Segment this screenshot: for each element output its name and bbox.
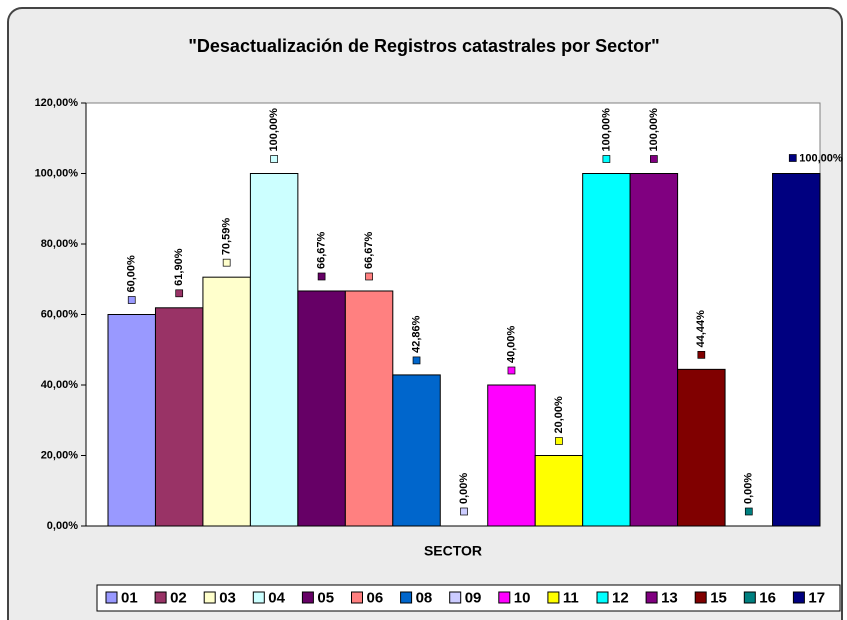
label-key xyxy=(602,155,611,163)
bar xyxy=(344,290,394,527)
label-key xyxy=(317,272,326,281)
value-label: 0,00% xyxy=(743,473,755,504)
legend-key xyxy=(792,591,805,604)
legend-label: 01 xyxy=(121,589,138,606)
value-label: 100,00% xyxy=(268,108,280,152)
value-label: 44,44% xyxy=(695,310,707,348)
legend-label: 12 xyxy=(612,589,629,606)
bar xyxy=(392,374,441,527)
legend-label: 03 xyxy=(219,589,236,606)
legend-key xyxy=(596,591,609,604)
legend-label: 08 xyxy=(416,589,433,606)
value-label: 20,00% xyxy=(553,396,565,434)
value-label: 0,00% xyxy=(458,473,470,504)
bar xyxy=(582,173,631,527)
legend-label: 11 xyxy=(563,589,579,606)
y-tick-label: 20,00% xyxy=(41,449,79,461)
bar xyxy=(629,173,679,527)
bar xyxy=(487,384,536,527)
legend-key xyxy=(400,591,413,604)
label-key xyxy=(175,289,184,298)
legend-label: 09 xyxy=(465,589,482,606)
legend-label: 05 xyxy=(317,589,334,606)
label-key xyxy=(365,272,373,281)
value-label: 100,00% xyxy=(799,152,843,164)
y-tick-label: 0,00% xyxy=(47,520,78,532)
legend-key xyxy=(449,591,462,604)
value-label: 60,00% xyxy=(126,255,138,293)
label-key xyxy=(270,155,278,163)
value-label: 61,90% xyxy=(173,248,185,286)
legend-key xyxy=(301,591,314,604)
label-key xyxy=(127,296,136,304)
label-key xyxy=(412,356,421,365)
label-key xyxy=(744,507,753,516)
legend-key xyxy=(547,591,560,604)
legend-key xyxy=(694,591,707,604)
bar xyxy=(202,276,251,527)
legend-label: 17 xyxy=(808,589,825,606)
bar xyxy=(297,290,346,527)
bar xyxy=(772,173,821,527)
value-label: 42,86% xyxy=(410,315,422,353)
label-key xyxy=(507,366,516,375)
legend-key xyxy=(351,591,363,604)
value-label: 40,00% xyxy=(505,325,517,363)
legend-label: 10 xyxy=(514,589,531,606)
y-tick-label: 40,00% xyxy=(41,379,79,391)
legend-key xyxy=(498,591,511,604)
y-tick-label: 120,00% xyxy=(35,97,79,109)
legend xyxy=(96,584,841,612)
chart-title: "Desactualización de Registros catastral… xyxy=(188,36,659,56)
legend-key xyxy=(105,591,118,604)
label-key xyxy=(460,507,468,516)
legend-key xyxy=(154,591,167,604)
label-key xyxy=(650,155,658,163)
legend-key xyxy=(645,591,658,604)
legend-label: 04 xyxy=(268,589,285,606)
y-tick-label: 100,00% xyxy=(35,167,79,179)
label-key xyxy=(555,437,563,445)
value-label: 100,00% xyxy=(600,108,612,152)
label-key xyxy=(222,258,231,267)
value-label: 100,00% xyxy=(648,108,660,152)
bar xyxy=(534,455,584,527)
y-tick-label: 80,00% xyxy=(41,238,79,250)
label-key xyxy=(788,154,797,162)
value-label: 66,67% xyxy=(363,231,375,269)
label-key xyxy=(697,350,706,359)
bar xyxy=(107,314,156,527)
y-tick-label: 60,00% xyxy=(41,308,79,320)
legend-label: 02 xyxy=(170,589,187,606)
bar xyxy=(249,173,299,527)
legend-key xyxy=(743,591,756,604)
legend-label: 15 xyxy=(710,589,727,606)
legend-label: 06 xyxy=(367,589,384,606)
legend-key xyxy=(203,591,216,604)
value-label: 70,59% xyxy=(221,218,233,256)
legend-label: 13 xyxy=(661,589,678,606)
bar xyxy=(154,307,204,527)
bar xyxy=(677,368,726,527)
value-label: 66,67% xyxy=(316,231,328,269)
x-axis-title: SECTOR xyxy=(424,543,482,559)
legend-key xyxy=(252,591,265,604)
legend-label: 16 xyxy=(759,589,776,606)
